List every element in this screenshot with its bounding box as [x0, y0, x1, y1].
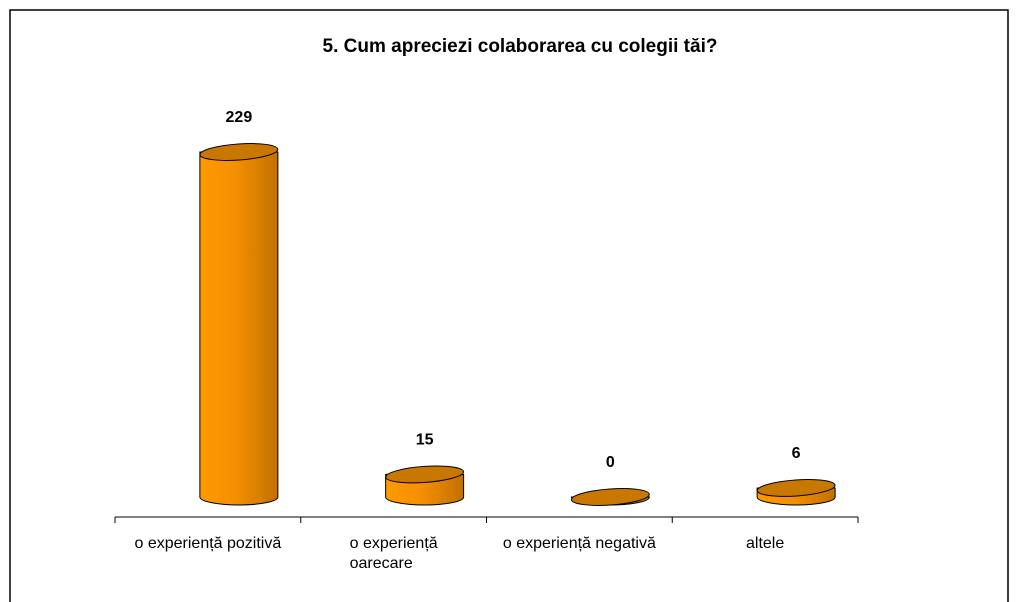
bar-part [199, 143, 279, 161]
value-label: 229 [226, 109, 253, 126]
frame [9, 9, 1009, 602]
bar [199, 143, 279, 506]
bar-part [756, 479, 836, 497]
bar-part [385, 465, 465, 484]
bar [385, 465, 465, 506]
bar-part [199, 151, 279, 506]
chart-title: 5. Cum apreciezi colaborarea cu colegii … [323, 36, 718, 57]
x-tick-label: o experiență pozitivă [134, 535, 282, 552]
value-label: 0 [606, 454, 615, 471]
x-tick-label: o experiență oarecare [349, 535, 438, 572]
bar-part [570, 488, 650, 506]
x-tick-label: o experiență negativă [502, 535, 656, 552]
x-tick-label: altele [746, 535, 785, 552]
bar [756, 479, 836, 506]
value-label: 15 [416, 432, 434, 449]
value-label: 6 [792, 445, 801, 462]
bar [570, 488, 650, 506]
